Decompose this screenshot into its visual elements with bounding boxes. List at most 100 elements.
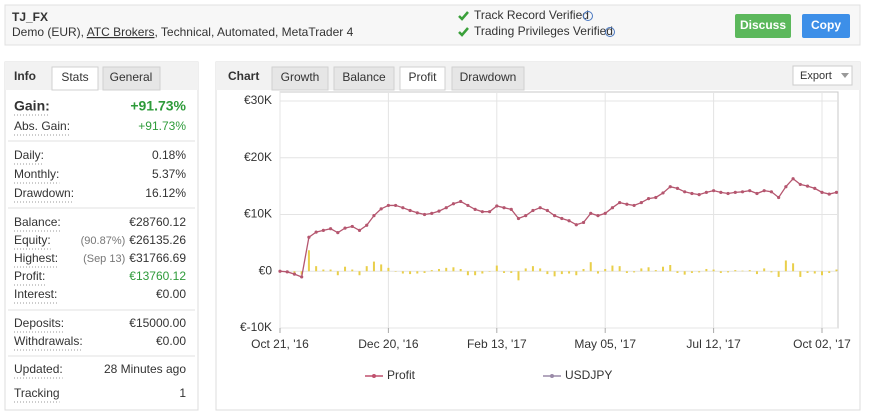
daily-bar [582, 268, 585, 272]
daily-bar [633, 271, 636, 273]
data-point [596, 214, 600, 218]
help-icon[interactable] [605, 27, 615, 37]
data-point [618, 200, 622, 205]
data-point [675, 186, 680, 190]
daily-bar [611, 265, 614, 272]
daily-bar [784, 260, 787, 272]
account-title: TJ_FX [12, 10, 48, 24]
daily-bar [676, 271, 679, 273]
daily-bar [423, 271, 426, 273]
chart: €-10K €0 €10K €20K €30K Oct 21, '16 Dec 20, '1… [240, 91, 851, 382]
data-point [784, 185, 788, 189]
daily-bar [365, 266, 368, 272]
data-point [719, 190, 723, 194]
help-icon[interactable] [583, 11, 593, 21]
panel-tabbar [5, 62, 198, 90]
data-point [394, 203, 398, 208]
daily-bar [380, 264, 383, 272]
daily-bar [806, 271, 809, 273]
tab-label[interactable]: General [110, 70, 153, 84]
data-point [762, 189, 766, 193]
daily-bar [792, 263, 795, 272]
daily-bar [727, 271, 730, 273]
export-dropdown[interactable] [792, 65, 853, 86]
data-point [748, 189, 752, 193]
data-point [654, 195, 658, 200]
plot-area [279, 91, 839, 329]
daily-bar [770, 271, 773, 273]
data-point [365, 223, 369, 227]
check-icon [458, 11, 469, 21]
data-point [285, 270, 289, 274]
daily-bar [481, 271, 484, 274]
data-point [321, 228, 325, 232]
tab[interactable] [451, 66, 525, 91]
tab[interactable] [399, 66, 446, 91]
tab-label[interactable]: Stats [61, 70, 88, 84]
stat-value: €31766.69 [129, 251, 186, 265]
daily-bar [741, 270, 744, 272]
daily-bar [589, 262, 592, 272]
daily-bar [813, 271, 816, 274]
button-label[interactable]: Copy [811, 18, 841, 32]
data-point [509, 207, 513, 211]
data-point [444, 206, 448, 210]
daily-bar [372, 261, 375, 272]
stat-value: +91.73% [138, 119, 186, 133]
data-point [487, 210, 492, 214]
data-point [712, 189, 716, 193]
daily-bar [300, 271, 303, 275]
y-tick-label: €0 [259, 263, 273, 277]
legend-label[interactable]: Profit [387, 368, 416, 382]
tab-label[interactable]: Balance [342, 70, 386, 84]
button-label[interactable]: Discuss [740, 18, 786, 32]
discuss-button[interactable] [735, 14, 791, 38]
data-point [538, 206, 542, 210]
data-point [292, 272, 297, 276]
panel-title: Chart [228, 69, 259, 83]
stat-value: €15000.00 [129, 316, 186, 330]
tab[interactable] [102, 66, 161, 91]
legend-label[interactable]: USDJPY [565, 368, 612, 382]
stat-label: Daily: [14, 148, 44, 162]
tab[interactable] [271, 66, 329, 91]
data-point [553, 214, 557, 218]
stat-label: Interest: [14, 287, 57, 301]
daily-bar [322, 269, 325, 272]
export-label[interactable]: Export [800, 70, 832, 82]
tab[interactable] [51, 66, 99, 91]
daily-bar [503, 271, 506, 273]
verified-text: Trading Privileges Verified [474, 24, 613, 38]
data-point [755, 191, 759, 196]
tab-label[interactable]: Profit [408, 70, 437, 84]
tab-label[interactable]: Growth [281, 70, 320, 84]
data-point [437, 209, 441, 213]
data-point [603, 211, 607, 215]
stat-value: 16.12% [145, 186, 186, 200]
daily-bar [596, 271, 599, 274]
daily-bar [452, 267, 455, 272]
daily-bar [553, 271, 556, 277]
tab-label[interactable]: Drawdown [460, 70, 517, 84]
stat-value: +91.73% [130, 98, 186, 114]
data-point [777, 195, 781, 200]
data-point [805, 184, 810, 188]
daily-bar [358, 271, 361, 276]
stat-label: Gain: [14, 98, 50, 114]
data-point [625, 202, 629, 206]
copy-button[interactable] [802, 14, 850, 38]
tab[interactable] [333, 66, 395, 91]
daily-bar [669, 265, 672, 272]
data-point [408, 208, 412, 213]
data-point [726, 191, 730, 196]
data-point [473, 207, 477, 211]
subtitle-text: Demo (EUR), [12, 25, 87, 39]
daily-bar [712, 269, 715, 272]
y-tick-label: €30K [244, 93, 272, 107]
broker-link[interactable]: ATC Brokers [87, 25, 155, 39]
daily-bar [315, 266, 318, 272]
daily-bar [777, 271, 780, 277]
data-point [502, 206, 506, 210]
data-point [524, 214, 528, 218]
